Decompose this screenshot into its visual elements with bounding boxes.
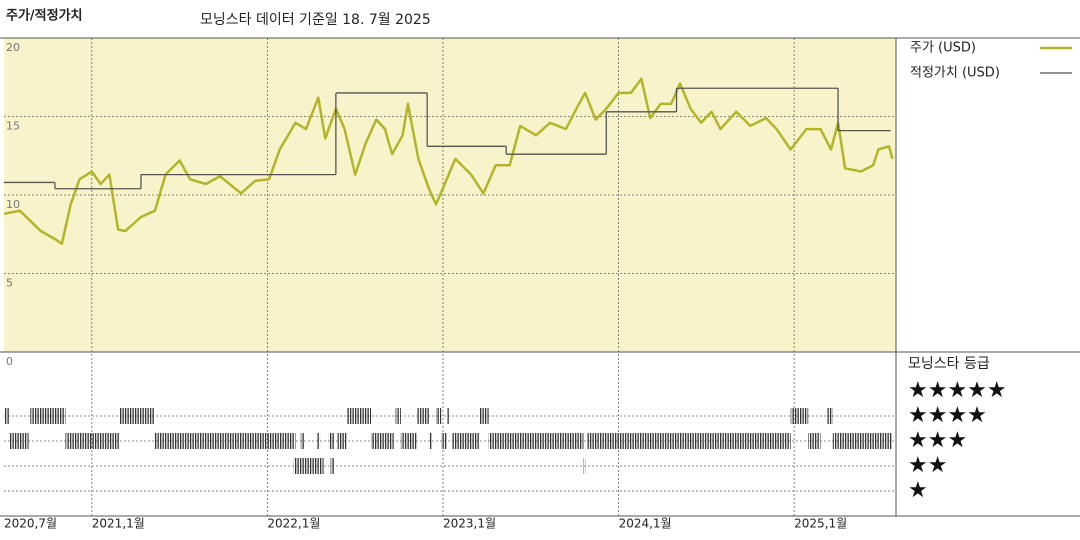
x-tick-label: 2025,1월 (794, 517, 847, 531)
rating-segment (330, 458, 335, 474)
x-tick-label: 2022,1월 (267, 517, 320, 531)
legend-label: 주가 (USD) (910, 41, 976, 56)
y-tick-label: 10 (6, 198, 20, 211)
rating-legend: ★ (908, 478, 928, 503)
rating-segment (4, 408, 10, 424)
y-tick-label: 5 (6, 277, 13, 290)
y-tick-label: 0 (6, 355, 13, 368)
y-tick-label: 20 (6, 41, 20, 54)
ratings-title: 모닝스타 등급 (908, 356, 990, 372)
rating-segment (790, 408, 809, 424)
rating-legend: ★★ (908, 453, 947, 478)
rating-segment (293, 458, 324, 474)
page-title: 주가/적정가치 (6, 8, 83, 24)
rating-segment (316, 433, 321, 449)
rating-segment (441, 433, 447, 449)
rating-segment (488, 433, 584, 449)
rating-segment (808, 433, 821, 449)
rating-segment (395, 408, 401, 424)
rating-legend: ★★★ (908, 428, 967, 453)
rating-segment (370, 433, 394, 449)
x-tick-label: 2021,1월 (92, 517, 145, 531)
rating-segment (400, 433, 417, 449)
rating-segment (428, 433, 433, 449)
rating-segment (328, 433, 335, 449)
rating-segment (451, 433, 480, 449)
rating-legend: ★★★★★ (908, 378, 1007, 403)
rating-segment (446, 408, 450, 424)
rating-segment (155, 433, 296, 449)
x-tick-label: 2023,1월 (443, 517, 496, 531)
rating-segment (346, 408, 371, 424)
rating-segment (583, 458, 586, 474)
rating-segment (832, 433, 893, 449)
rating-segment (337, 433, 347, 449)
x-tick-label: 2020,7월 (4, 517, 57, 531)
rating-segment (479, 408, 489, 424)
rating-segment (30, 408, 66, 424)
legend-label: 적정가치 (USD) (910, 66, 1000, 81)
rating-segment (586, 433, 791, 449)
price-line (3, 77, 894, 245)
rating-segment (65, 433, 120, 449)
rating-legend: ★★★★ (908, 403, 987, 428)
rating-segment (827, 408, 833, 424)
rating-segment (9, 433, 29, 449)
date-note: 모닝스타 데이터 기준일 18. 7월 2025 (200, 12, 431, 28)
rating-segment (119, 408, 156, 424)
rating-segment (435, 408, 442, 424)
x-tick-label: 2024,1월 (619, 517, 672, 531)
rating-segment (416, 408, 429, 424)
rating-segment (300, 433, 305, 449)
y-tick-label: 15 (6, 120, 20, 133)
